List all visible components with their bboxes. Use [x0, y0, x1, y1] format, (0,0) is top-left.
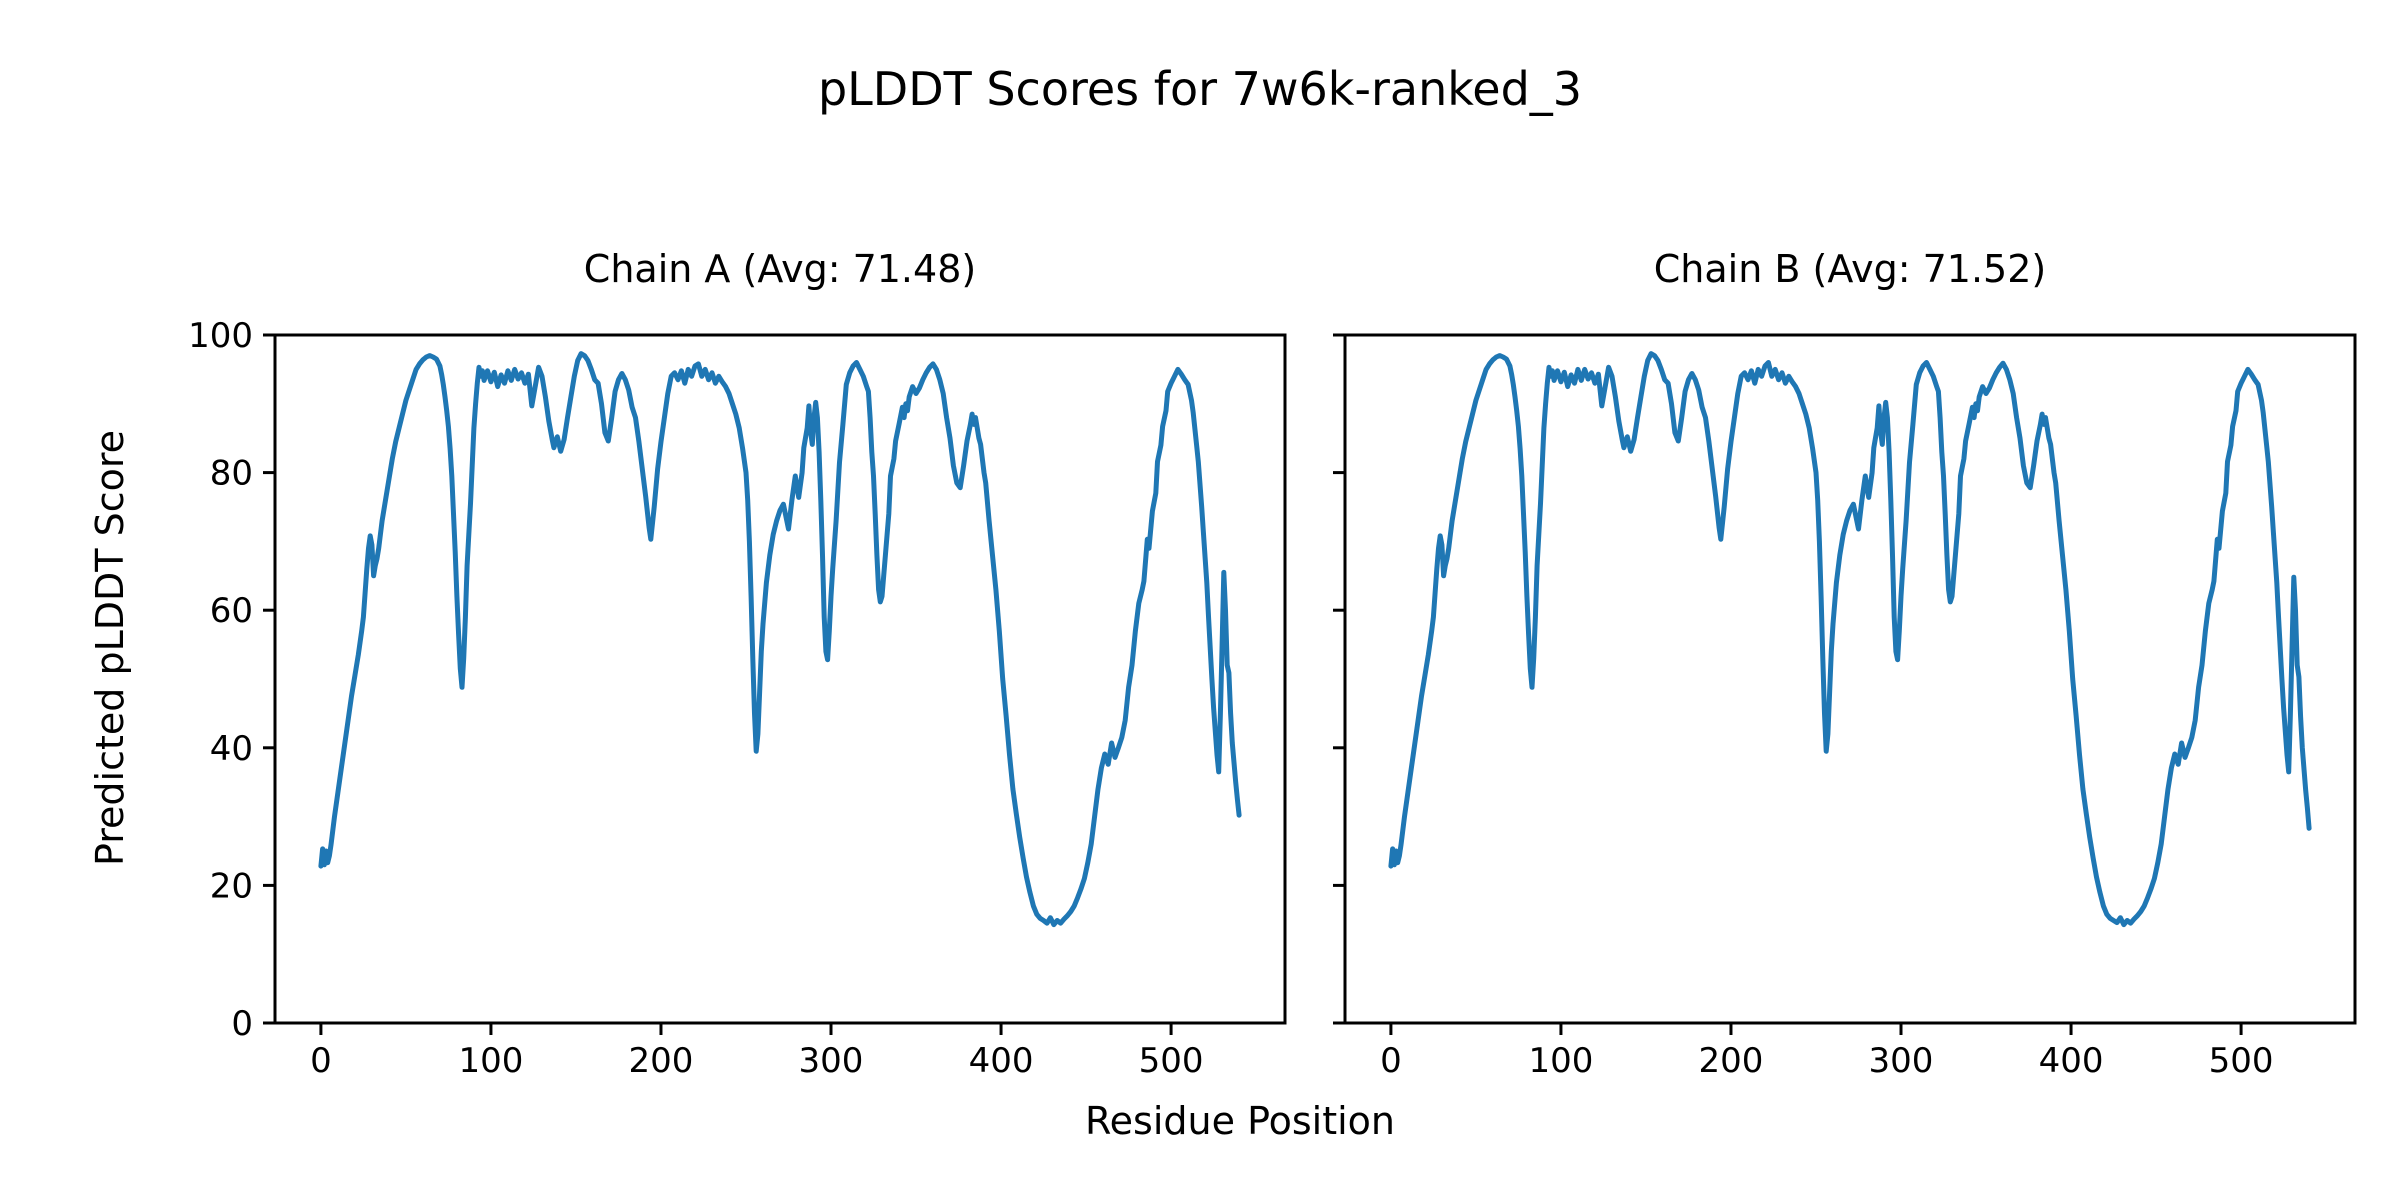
- x-tick-label: 0: [1380, 1041, 1402, 1081]
- plddt-line-chain-b: [1388, 351, 2312, 928]
- y-tick-label: 40: [210, 729, 253, 769]
- y-tick-label: 20: [210, 866, 253, 906]
- axes-frame: [273, 333, 1287, 1025]
- y-tick-label: 0: [231, 1004, 253, 1044]
- plddt-line-chain-a: [318, 351, 1242, 928]
- x-tick-label: 200: [629, 1041, 694, 1081]
- x-tick-label: 400: [2039, 1041, 2104, 1081]
- x-tick-label: 300: [1869, 1041, 1934, 1081]
- chain-a-subplot-title: Chain A (Avg: 71.48): [583, 247, 977, 291]
- x-tick-label: 400: [969, 1041, 1034, 1081]
- x-tick-label: 100: [458, 1041, 523, 1081]
- y-axis-label: Predicted pLDDT Score: [88, 430, 132, 866]
- y-tick-label: 100: [188, 316, 253, 356]
- chain-b-subplot-title: Chain B (Avg: 71.52): [1653, 247, 2047, 291]
- x-tick-label: 200: [1699, 1041, 1764, 1081]
- x-tick-label: 300: [799, 1041, 864, 1081]
- y-tick-label: 80: [210, 454, 253, 494]
- x-axis-label: Residue Position: [1084, 1099, 1396, 1143]
- x-tick-label: 0: [310, 1041, 332, 1081]
- figure-title: pLDDT Scores for 7w6k-ranked_3: [817, 62, 1583, 116]
- x-tick-label: 100: [1528, 1041, 1593, 1081]
- axes-frame: [1343, 333, 2357, 1025]
- y-tick-label: 60: [210, 591, 253, 631]
- x-tick-label: 500: [2209, 1041, 2274, 1081]
- x-tick-label: 500: [1139, 1041, 1204, 1081]
